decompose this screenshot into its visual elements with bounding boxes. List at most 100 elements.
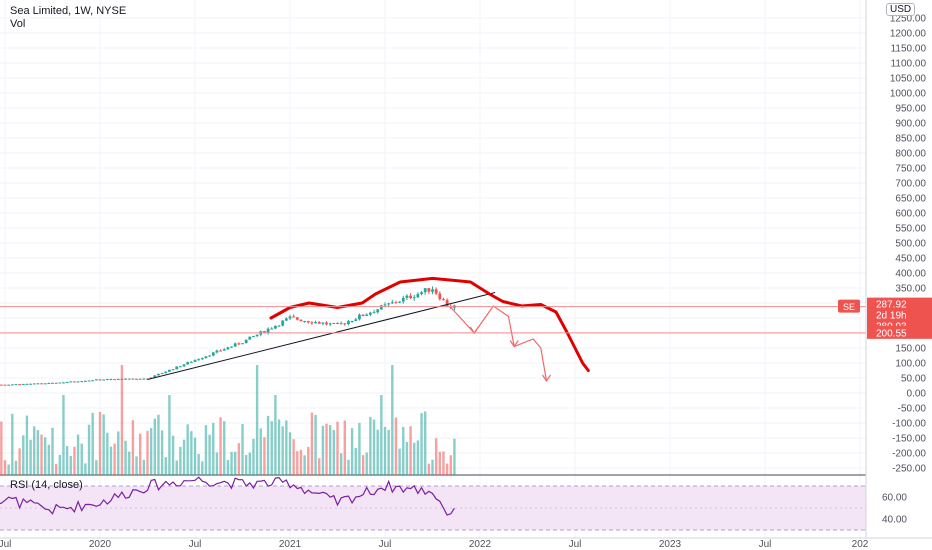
rsi-tick-label: 60.00 [882, 493, 907, 504]
volume-bar [0, 421, 3, 475]
volume-bar [153, 418, 157, 475]
price-tick-label: 550.00 [895, 224, 926, 235]
volume-bar [171, 435, 175, 475]
volume-bar [29, 439, 32, 475]
candle-body [401, 297, 405, 302]
candle-body [18, 384, 22, 386]
candle-body [248, 336, 252, 340]
candle-body [127, 378, 131, 380]
candle-body [91, 380, 95, 382]
volume-bar [445, 463, 449, 475]
candle-body [434, 289, 438, 294]
volume-bar [416, 440, 420, 475]
volume-bar [212, 422, 215, 475]
rsi-label: RSI (14, close) [10, 479, 83, 491]
candle-body [277, 325, 281, 327]
price-tick-label: 950.00 [895, 104, 926, 115]
candle-body [40, 383, 43, 385]
candle-body [120, 378, 124, 380]
candle-body [405, 295, 409, 298]
volume-bar [358, 423, 361, 475]
candle-body [306, 321, 310, 323]
candle-body [361, 314, 365, 316]
volume-bar [343, 420, 347, 475]
volume-bar [47, 444, 51, 475]
volume-bar [51, 427, 54, 475]
candle-body [135, 378, 138, 380]
volume-bar [296, 451, 299, 475]
volume-bar [179, 446, 182, 475]
price-tick-label: 500.00 [895, 239, 926, 250]
candle-body [102, 379, 106, 381]
volume-bar [190, 431, 193, 475]
candle-body [328, 323, 332, 325]
candle-body [372, 312, 376, 314]
volume-label: Vol [10, 18, 26, 30]
volume-bar [376, 429, 379, 475]
volume-bar [164, 457, 167, 475]
candle-body [109, 379, 113, 381]
currency-label[interactable]: USD [886, 3, 916, 16]
time-tick-label: 2021 [279, 539, 302, 550]
forecast-arrowhead [509, 340, 519, 348]
price-tick-label: -250.00 [892, 464, 926, 475]
candle-body [10, 384, 14, 386]
candle-body [281, 320, 285, 326]
volume-bar [420, 413, 423, 475]
candle-body [116, 378, 120, 380]
volume-bar [11, 413, 14, 475]
candle-body [354, 319, 358, 321]
time-tick-label: 202 [852, 539, 869, 550]
candle-body [336, 322, 339, 324]
price-tick-label: 50.00 [901, 374, 926, 385]
candle-body [204, 356, 208, 359]
candles [0, 286, 456, 386]
volume-bar [266, 415, 270, 475]
price-tick-label: -200.00 [892, 449, 926, 460]
candle-body [438, 293, 442, 300]
candle-body [197, 359, 201, 361]
price-tick-label: 1250.00 [890, 14, 927, 25]
candle-body [383, 304, 387, 306]
time-axis: Jul 2020 Jul 2021 Jul 2022 Jul 2023 Jul 202 [0, 537, 932, 550]
volume-bar [233, 451, 237, 475]
candle-body [98, 379, 102, 381]
volume-bar [186, 424, 189, 475]
candle-body [113, 379, 117, 381]
volume-bar [259, 428, 262, 475]
volume-bar [87, 424, 91, 475]
volume-bar [402, 426, 405, 475]
candle-body [343, 323, 347, 325]
candle-body [21, 383, 25, 385]
volume-bar [168, 395, 171, 475]
volume-bar [69, 456, 72, 475]
candle-body [431, 289, 434, 292]
forecast-path [451, 305, 548, 382]
candle-body [299, 319, 303, 322]
price-axis-bg [866, 0, 932, 550]
candle-body [105, 379, 109, 381]
volume-bar [226, 459, 230, 475]
candle-body [51, 382, 54, 384]
candle-body [138, 378, 142, 380]
candle-body [332, 322, 336, 324]
price-tick-label: 1000.00 [890, 89, 927, 100]
volume-bar [372, 419, 376, 475]
price-tick-label: 350.00 [895, 284, 926, 295]
volume-bar [106, 432, 109, 475]
volume-bar [274, 395, 277, 475]
price-tick-label: 450.00 [895, 254, 926, 265]
price-tick-label: 100.00 [895, 359, 926, 370]
time-tick-label: 2020 [89, 539, 112, 550]
volume-bar [54, 463, 58, 475]
symbol-tag [838, 299, 860, 313]
support-tag [867, 325, 932, 339]
volume-bar [339, 453, 343, 475]
price-tick-label: 400.00 [895, 269, 926, 280]
volume-bar [347, 459, 350, 475]
volume-bar [387, 429, 390, 475]
volume-bar [193, 437, 197, 475]
candle-body [292, 316, 296, 318]
